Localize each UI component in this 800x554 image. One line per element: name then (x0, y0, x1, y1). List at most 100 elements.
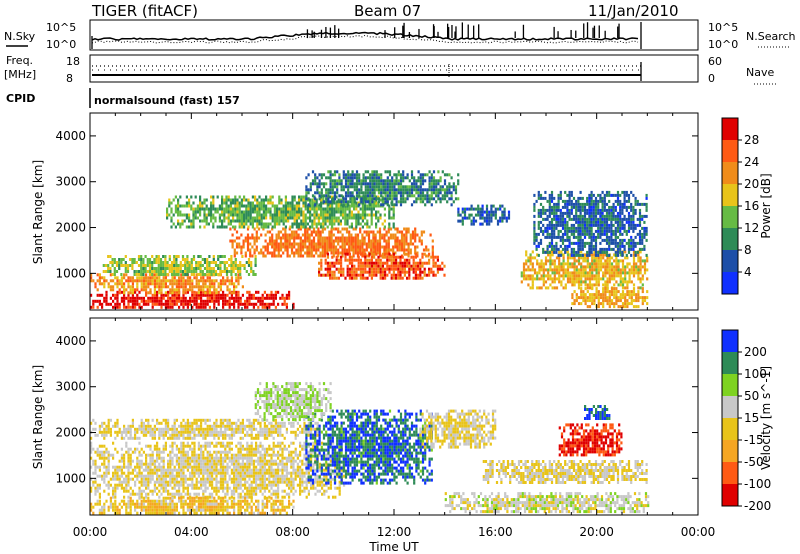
power-cell (606, 262, 609, 266)
power-cell (335, 276, 338, 280)
power-cell (566, 235, 569, 239)
power-cell (499, 219, 502, 223)
power-cell (246, 290, 249, 294)
power-cell (588, 217, 591, 221)
power-cell (406, 191, 409, 195)
power-cell (142, 261, 145, 264)
power-cell (126, 267, 130, 270)
power-cell (379, 261, 382, 265)
power-cell (612, 232, 615, 236)
power-cell (333, 201, 336, 205)
power-cell (318, 273, 321, 277)
power-cell (342, 270, 345, 274)
power-cell (386, 261, 389, 265)
power-cell (171, 282, 174, 286)
power-cell (210, 201, 213, 205)
power-cell (308, 251, 311, 255)
power-cell (584, 253, 587, 257)
power-cell (551, 280, 554, 284)
power-cell (134, 288, 137, 292)
power-cell (298, 210, 301, 214)
power-cell (214, 261, 218, 264)
power-cell (551, 271, 554, 275)
power-cell (131, 267, 134, 270)
power-cell (537, 223, 540, 227)
power-cell (586, 283, 589, 287)
power-cell (525, 259, 528, 263)
power-cell (417, 261, 420, 265)
power-cell (577, 208, 580, 212)
power-cell (481, 204, 484, 208)
power-cell (535, 244, 538, 248)
power-cell (285, 293, 288, 297)
power-cell (359, 222, 362, 226)
power-cell (311, 201, 314, 205)
power-cell (579, 205, 582, 209)
power-cell (613, 283, 616, 287)
power-cell (608, 205, 611, 209)
power-cell (430, 185, 433, 189)
velocity-cell (107, 471, 110, 475)
power-cell (364, 213, 367, 217)
power-cell (570, 217, 573, 221)
power-cell (357, 258, 360, 262)
power-cell (179, 210, 182, 214)
power-cell (617, 299, 620, 303)
power-cell (619, 238, 622, 242)
power-cell (349, 176, 352, 180)
power-cell (432, 273, 435, 277)
power-cell (116, 282, 119, 286)
power-cell (247, 198, 250, 202)
power-cell (568, 208, 571, 212)
power-cell (597, 259, 600, 263)
power-cell (570, 208, 573, 212)
power-cell (190, 204, 193, 208)
power-cell (388, 188, 392, 192)
velocity-cell (109, 477, 112, 481)
power-cell (329, 173, 332, 177)
velocity-cell (107, 465, 110, 469)
power-cell (463, 216, 467, 220)
power-cell (546, 223, 549, 227)
power-cell (284, 227, 287, 231)
power-cell (392, 216, 395, 220)
power-cell (344, 276, 347, 280)
power-cell (286, 236, 289, 240)
power-cell (225, 270, 229, 273)
power-cell (635, 296, 638, 300)
power-cell (601, 238, 604, 242)
power-cell (333, 276, 336, 280)
power-cell (158, 285, 161, 289)
power-cell (328, 245, 331, 249)
power-cell (301, 242, 305, 246)
power-cell (344, 207, 347, 211)
power-cell (291, 222, 294, 226)
power-cell (544, 226, 547, 230)
power-cell (275, 242, 278, 246)
power-cell (573, 277, 576, 281)
power-cell (159, 270, 163, 273)
power-cell (194, 195, 197, 199)
power-cell (375, 170, 378, 174)
power-cell (362, 179, 365, 183)
power-cell (619, 199, 622, 203)
power-cell (488, 222, 491, 226)
power-cell (233, 251, 236, 255)
power-cell (283, 296, 286, 300)
power-cell (591, 265, 594, 269)
power-cell (344, 222, 347, 226)
power-cell (249, 204, 252, 208)
power-cell (129, 285, 132, 289)
power-cell (282, 236, 285, 240)
power-cell (343, 236, 346, 240)
power-cell (186, 299, 189, 303)
power-cell (227, 210, 230, 214)
power-cell (388, 267, 391, 271)
power-cell (173, 261, 176, 264)
power-cell (443, 197, 447, 201)
power-cell (274, 293, 277, 297)
power-cell (342, 185, 345, 189)
power-cell (383, 219, 386, 223)
power-cell (344, 252, 347, 256)
power-cell (575, 208, 578, 212)
